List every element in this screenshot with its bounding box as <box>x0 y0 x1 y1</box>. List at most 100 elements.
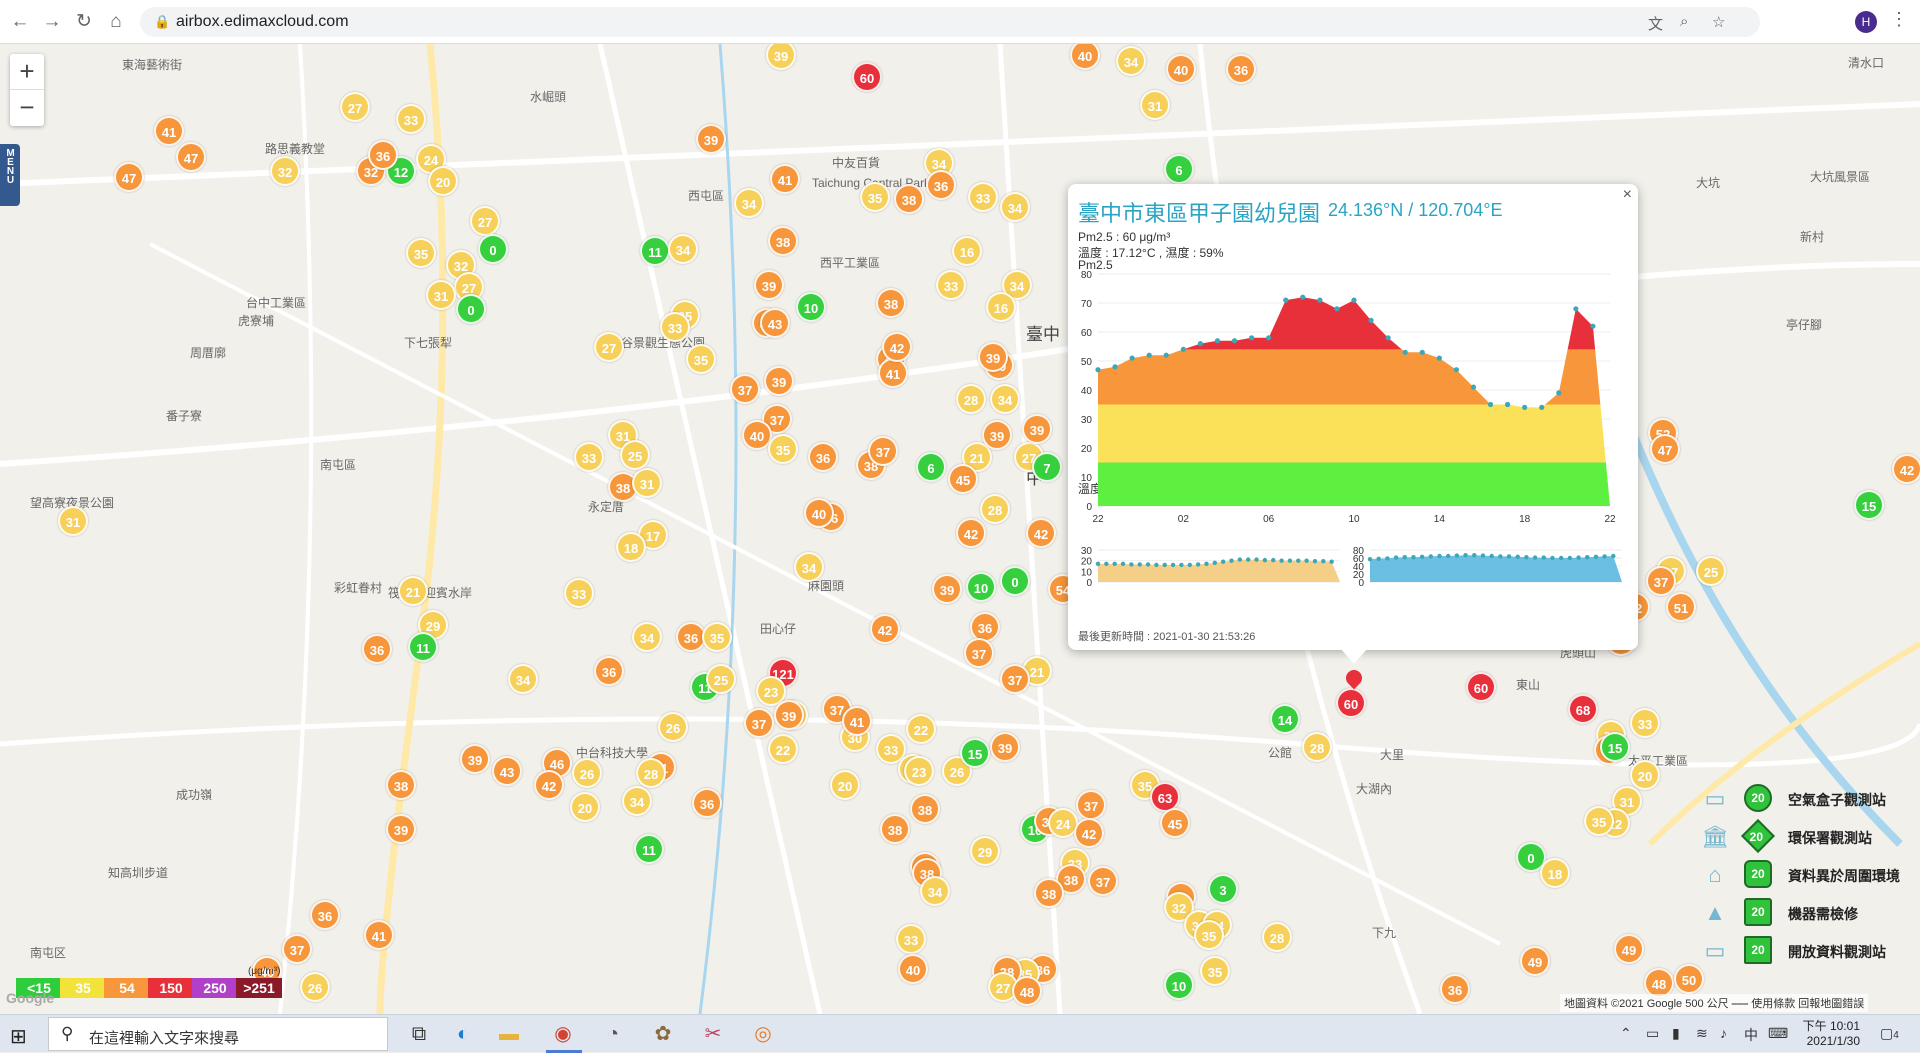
station-marker[interactable]: 21 <box>398 576 428 606</box>
station-marker[interactable]: 33 <box>396 104 426 134</box>
station-marker[interactable]: 17 <box>638 520 668 550</box>
station-marker[interactable]: 39 <box>766 44 796 70</box>
station-marker[interactable]: 33 <box>660 312 690 342</box>
station-marker[interactable]: 49 <box>1520 946 1550 976</box>
station-marker[interactable]: 51 <box>1666 592 1696 622</box>
station-marker[interactable]: 11 <box>408 632 438 662</box>
station-marker[interactable]: 43 <box>492 756 522 786</box>
station-marker[interactable]: 35 <box>702 622 732 652</box>
station-marker[interactable]: 41 <box>154 116 184 146</box>
station-marker[interactable]: 23 <box>756 676 786 706</box>
station-marker[interactable]: 33 <box>968 182 998 212</box>
station-marker[interactable]: 11 <box>634 834 664 864</box>
close-popup-button[interactable]: × <box>1622 186 1632 203</box>
station-marker[interactable]: 18 <box>616 532 646 562</box>
station-marker[interactable]: 10 <box>966 572 996 602</box>
taskbar-date[interactable]: 2021/1/30 <box>1806 1034 1860 1048</box>
station-marker[interactable]: 16 <box>986 292 1016 322</box>
station-marker[interactable]: 42 <box>870 614 900 644</box>
station-marker[interactable]: 20 <box>570 792 600 822</box>
station-marker[interactable]: 36 <box>692 788 722 818</box>
forward-icon[interactable]: → <box>42 11 62 32</box>
station-marker[interactable]: 34 <box>920 876 950 906</box>
station-marker[interactable]: 39 <box>386 814 416 844</box>
station-marker[interactable]: 33 <box>1630 708 1660 738</box>
ime-indicator[interactable]: 中 <box>1744 1027 1758 1043</box>
station-marker[interactable]: 42 <box>1026 518 1056 548</box>
station-marker[interactable]: 41 <box>842 706 872 736</box>
station-marker[interactable]: 33 <box>896 924 926 954</box>
station-marker[interactable]: 34 <box>1000 192 1030 222</box>
station-marker[interactable]: 33 <box>936 270 966 300</box>
edge-browser-icon[interactable]: ◐ <box>456 1023 470 1045</box>
station-marker[interactable]: 29 <box>970 836 1000 866</box>
station-marker[interactable]: 11 <box>640 236 670 266</box>
translate-icon[interactable]: 文 <box>1648 16 1664 33</box>
station-marker[interactable]: 42 <box>882 332 912 362</box>
station-marker[interactable]: 38 <box>910 794 940 824</box>
station-marker[interactable]: 12 <box>386 156 416 186</box>
station-marker[interactable]: 45 <box>948 464 978 494</box>
address-bar[interactable]: 🔒 airbox.edimaxcloud.com 文 ⌕ ☆ <box>140 7 1760 37</box>
zoom-out-button[interactable]: − <box>19 92 35 122</box>
station-marker[interactable]: 0 <box>1000 566 1030 596</box>
station-marker[interactable]: 42 <box>956 518 986 548</box>
task-view-icon[interactable]: ⧉ <box>411 1023 427 1045</box>
station-marker[interactable]: 68 <box>1568 694 1598 724</box>
station-marker[interactable]: 28 <box>636 758 666 788</box>
station-marker[interactable]: 20 <box>830 770 860 800</box>
station-marker[interactable]: 48 <box>1644 968 1674 998</box>
station-marker[interactable]: 60 <box>852 62 882 92</box>
station-marker[interactable]: 35 <box>406 238 436 268</box>
station-marker[interactable]: 34 <box>668 234 698 264</box>
station-marker[interactable]: 36 <box>1226 54 1256 84</box>
taskbar-time[interactable]: 下午 10:01 <box>1802 1019 1860 1033</box>
menu-toggle-button[interactable]: MENU <box>0 144 20 206</box>
station-marker[interactable]: 40 <box>1070 44 1100 70</box>
station-marker[interactable]: 36 <box>926 170 956 200</box>
station-marker[interactable]: 28 <box>1262 922 1292 952</box>
station-marker[interactable]: 37 <box>964 638 994 668</box>
tray-device-icon[interactable]: ▭ <box>1646 1025 1660 1041</box>
url-text[interactable]: airbox.edimaxcloud.com <box>176 13 349 30</box>
station-marker[interactable]: 20 <box>1630 760 1660 790</box>
station-marker[interactable]: 37 <box>1076 790 1106 820</box>
bookmark-star-icon[interactable]: ☆ <box>1712 14 1726 31</box>
station-marker[interactable]: 23 <box>904 756 934 786</box>
station-marker[interactable]: 37 <box>868 436 898 466</box>
station-marker[interactable]: 31 <box>632 468 662 498</box>
tray-chevron-icon[interactable]: ⌃ <box>1620 1025 1632 1041</box>
taskbar-search-box[interactable]: ⚲ 在這裡輸入文字來搜尋 <box>48 1017 388 1051</box>
station-marker[interactable]: 39 <box>774 700 804 730</box>
station-marker[interactable]: 27 <box>340 92 370 122</box>
station-marker[interactable]: 36 <box>362 634 392 664</box>
volume-icon[interactable]: ♪ <box>1720 1025 1727 1041</box>
station-marker[interactable]: 38 <box>880 814 910 844</box>
station-marker[interactable]: 39 <box>932 574 962 604</box>
station-marker[interactable]: 26 <box>658 712 688 742</box>
station-marker[interactable]: 36 <box>808 442 838 472</box>
station-marker[interactable]: 37 <box>1088 866 1118 896</box>
station-marker[interactable]: 18 <box>1540 858 1570 888</box>
station-marker[interactable]: 0 <box>478 234 508 264</box>
station-marker[interactable]: 36 <box>368 140 398 170</box>
station-marker[interactable]: 43 <box>760 308 790 338</box>
station-marker[interactable]: 6 <box>916 452 946 482</box>
zoom-in-button[interactable]: + <box>10 54 44 90</box>
station-marker[interactable]: 38 <box>894 184 924 214</box>
station-marker[interactable]: 37 <box>730 374 760 404</box>
station-marker[interactable]: 27 <box>594 332 624 362</box>
station-marker[interactable]: 40 <box>804 498 834 528</box>
map-attribution[interactable]: 地圖資料 ©2021 Google 500 公尺 ⎯⎯⎯ 使用條款 回報地圖錯誤 <box>1560 994 1869 1012</box>
station-marker[interactable]: 39 <box>978 342 1008 372</box>
station-marker[interactable]: 34 <box>622 786 652 816</box>
station-marker[interactable]: 20 <box>428 166 458 196</box>
station-marker[interactable]: 63 <box>1150 782 1180 812</box>
station-marker[interactable]: 47 <box>114 162 144 192</box>
station-marker[interactable]: 3 <box>1208 874 1238 904</box>
station-marker[interactable]: 35 <box>860 182 890 212</box>
station-marker[interactable]: 15 <box>1854 490 1884 520</box>
keyboard-layout-icon[interactable]: ⌨ <box>1768 1025 1789 1041</box>
station-marker[interactable]: 38 <box>768 226 798 256</box>
station-marker[interactable]: 38 <box>1034 878 1064 908</box>
